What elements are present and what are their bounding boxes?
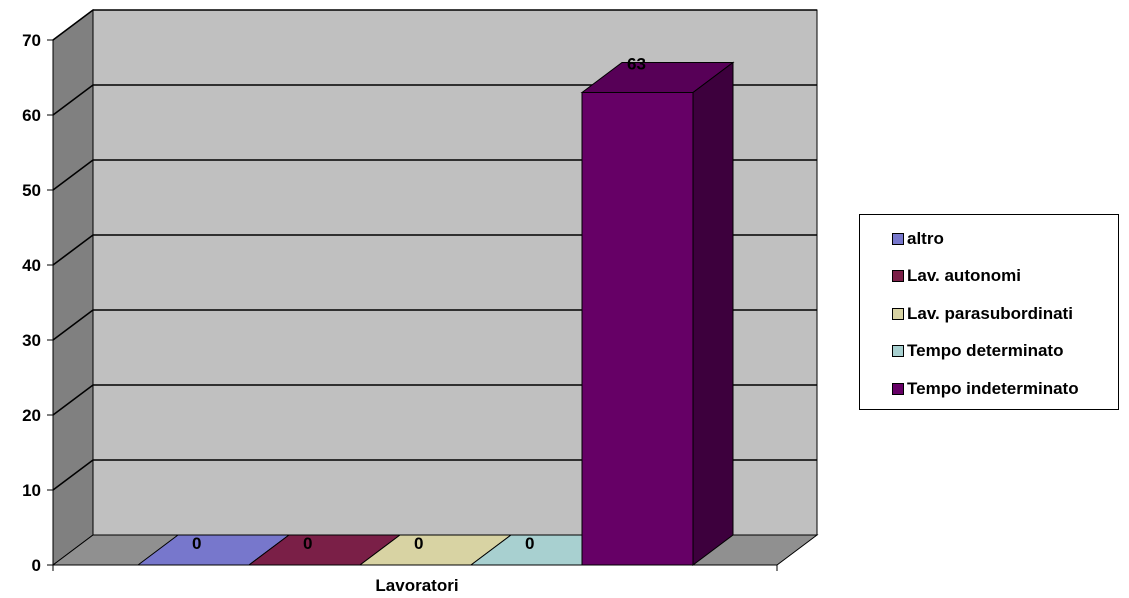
gridlines [52, 9, 817, 491]
data-label: 0 [525, 534, 534, 553]
data-label: 0 [303, 534, 312, 553]
legend-label: altro [907, 229, 944, 248]
y-tick-label: 70 [22, 31, 41, 50]
y-tick-labels: 0 10 20 30 40 50 60 70 [22, 31, 41, 575]
legend-item: Tempo determinato [892, 340, 1063, 362]
y-tick-label: 20 [22, 406, 41, 425]
gridline [52, 459, 817, 491]
bar-side-face [692, 61, 734, 566]
data-label: 0 [192, 534, 201, 553]
legend-swatch [892, 270, 904, 282]
data-label: 0 [414, 534, 423, 553]
legend-label: Tempo indeterminato [907, 379, 1079, 398]
legend-item: Tempo indeterminato [892, 378, 1079, 400]
y-tick-label: 60 [22, 106, 41, 125]
gridline [52, 309, 817, 341]
bar [580, 61, 735, 566]
y-tick-label: 0 [32, 556, 41, 575]
y-tick-label: 30 [22, 331, 41, 350]
legend-swatch [892, 345, 904, 357]
legend-item: altro [892, 228, 944, 250]
y-tick-label: 40 [22, 256, 41, 275]
x-axis-title: Lavoratori [375, 576, 458, 595]
gridline [52, 234, 817, 266]
legend-label: Lav. parasubordinati [907, 304, 1073, 323]
legend-swatch [892, 233, 904, 245]
y-tick-label: 50 [22, 181, 41, 200]
axes [47, 39, 778, 571]
legend-label: Tempo determinato [907, 341, 1064, 360]
legend-label: Lav. autonomi [907, 266, 1021, 285]
gridline [52, 384, 817, 416]
gridline [52, 84, 817, 116]
data-label: 63 [627, 55, 646, 74]
legend-item: Lav. parasubordinati [892, 303, 1073, 325]
gridline [52, 9, 817, 41]
legend-swatch [892, 308, 904, 320]
gridline [52, 159, 817, 191]
legend: altro Lav. autonomi Lav. parasubordinati Te… [859, 214, 1119, 410]
bar-front-face [581, 92, 694, 566]
legend-swatch [892, 383, 904, 395]
data-labels: 0 0 0 0 63 [192, 55, 646, 554]
side-wall [52, 9, 94, 566]
y-tick-label: 10 [22, 481, 41, 500]
legend-item: Lav. autonomi [892, 265, 1021, 287]
